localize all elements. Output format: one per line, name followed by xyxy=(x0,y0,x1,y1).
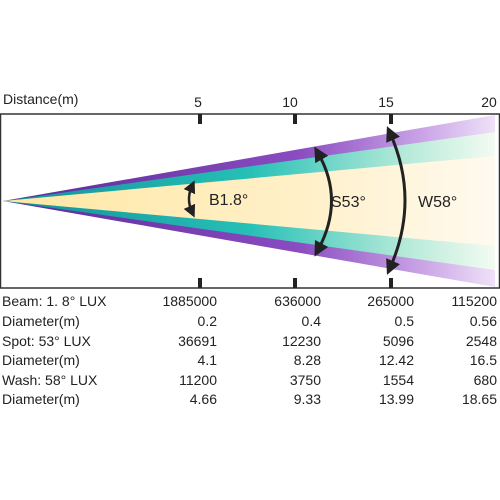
value-15m: 265000 xyxy=(367,293,414,309)
beam-diagram: Distance(m) 5 10 15 20 B1.8° S53° W58° xyxy=(0,91,500,289)
tick-mark-5-bottom xyxy=(198,278,202,288)
beam-cone-graphic xyxy=(0,113,500,289)
table-row: Diameter(m) 4.1 8.28 12.42 16.5 xyxy=(0,352,500,371)
value-15m: 13.99 xyxy=(378,391,414,407)
row-label: Diameter(m) xyxy=(2,352,80,368)
value-20m: 0.56 xyxy=(469,313,497,329)
value-5m: 36691 xyxy=(178,333,217,349)
value-15m: 0.5 xyxy=(394,313,414,329)
value-15m: 12.42 xyxy=(378,352,414,368)
value-10m: 3750 xyxy=(289,372,321,388)
table-row: Diameter(m) 0.2 0.4 0.5 0.56 xyxy=(0,313,500,332)
value-5m: 4.66 xyxy=(189,391,217,407)
value-15m: 5096 xyxy=(382,333,414,349)
value-10m: 9.33 xyxy=(293,391,321,407)
value-20m: 115200 xyxy=(451,293,497,309)
value-10m: 8.28 xyxy=(293,352,321,368)
value-5m: 4.1 xyxy=(197,352,217,368)
value-20m: 680 xyxy=(473,372,497,388)
row-label: Wash: 58° LUX xyxy=(2,372,98,388)
value-10m: 0.4 xyxy=(301,313,321,329)
table-row: Spot: 53° LUX 36691 12230 5096 2548 xyxy=(0,333,500,352)
value-5m: 0.2 xyxy=(197,313,217,329)
value-5m: 11200 xyxy=(179,372,217,388)
spot-angle-label: S53° xyxy=(331,194,366,211)
tick-mark-15-top xyxy=(389,114,393,124)
beam-angle-label: B1.8° xyxy=(209,192,249,209)
tick-label-10: 10 xyxy=(282,94,298,110)
value-5m: 1885000 xyxy=(162,293,217,309)
tick-mark-15-bottom xyxy=(389,278,393,288)
table-row: Beam: 1. 8° LUX 1885000 636000 265000 11… xyxy=(0,293,500,312)
tick-mark-10-bottom xyxy=(293,278,297,288)
value-20m: 18.65 xyxy=(461,391,497,407)
row-label: Diameter(m) xyxy=(2,391,80,407)
value-10m: 12230 xyxy=(282,333,321,349)
tick-label-15: 15 xyxy=(378,94,394,110)
axis-title: Distance(m) xyxy=(3,91,79,107)
tick-mark-10-top xyxy=(293,114,297,124)
spot-angle-arrow xyxy=(314,146,333,257)
value-20m: 2548 xyxy=(465,333,497,349)
wash-angle-arrow xyxy=(386,126,407,275)
row-label: Spot: 53° LUX xyxy=(2,333,91,349)
value-20m: 16.5 xyxy=(469,352,497,368)
value-15m: 1554 xyxy=(382,372,414,388)
row-label: Diameter(m) xyxy=(2,313,80,329)
tick-label-20: 20 xyxy=(481,94,497,110)
table-row: Wash: 58° LUX 11200 3750 1554 680 xyxy=(0,372,500,391)
row-label: Beam: 1. 8° LUX xyxy=(2,293,107,309)
tick-label-5: 5 xyxy=(194,94,202,110)
beam-cone xyxy=(3,156,495,246)
table-row: Diameter(m) 4.66 9.33 13.99 18.65 xyxy=(0,391,500,410)
wash-angle-label: W58° xyxy=(418,194,458,211)
value-10m: 636000 xyxy=(274,293,321,309)
beam-angle-arrow xyxy=(183,180,196,218)
tick-mark-5-top xyxy=(198,114,202,124)
